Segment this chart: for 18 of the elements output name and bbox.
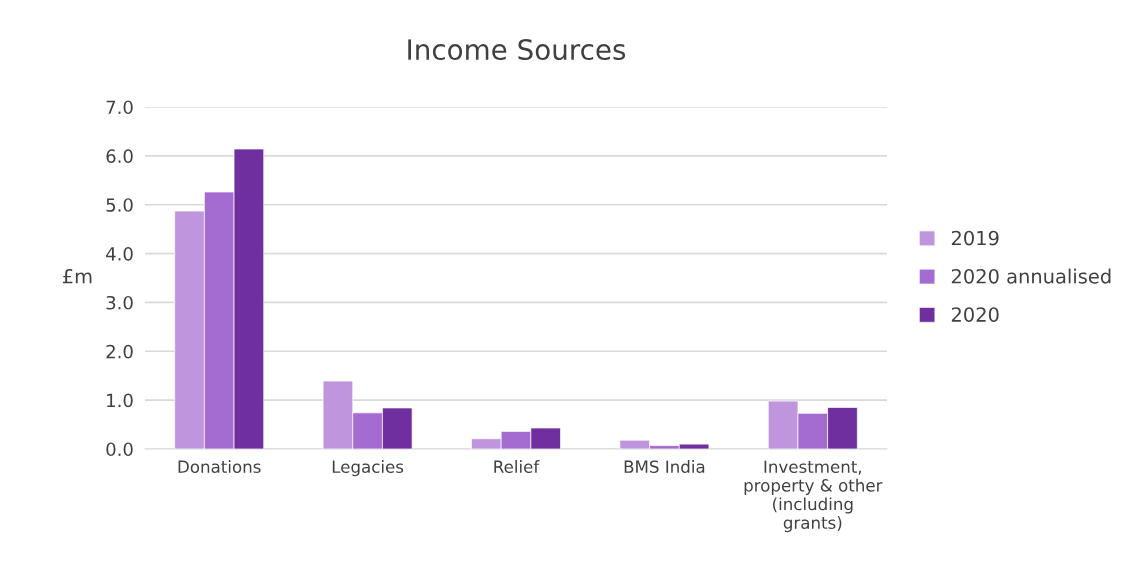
x-tick-label: Legacies xyxy=(332,460,404,477)
y-tick-label: 6.0 xyxy=(106,149,133,163)
y-tick-label: 1.0 xyxy=(107,393,133,408)
x-tick-label: Investment, property & other (including grants) xyxy=(744,460,883,533)
x-tick-label: BMS India xyxy=(624,460,705,474)
chart-title: Income Sources xyxy=(408,39,626,61)
y-axis-title: £m xyxy=(62,268,92,284)
y-tick-label: 2.0 xyxy=(106,344,133,359)
y-tick-label: 0.0 xyxy=(106,442,133,457)
legend-label: 2020 xyxy=(951,307,999,322)
x-tick-label: Relief xyxy=(494,460,540,474)
legend-label: 2019 xyxy=(951,230,999,246)
y-tick-label: 3.0 xyxy=(106,295,133,310)
legend-label: 2020 annualised xyxy=(951,268,1111,284)
y-tick-label: 4.0 xyxy=(106,247,133,261)
y-tick-label: 5.0 xyxy=(106,198,133,212)
y-tick-label: 7.0 xyxy=(106,100,133,115)
x-tick-label: Donations xyxy=(178,460,261,474)
